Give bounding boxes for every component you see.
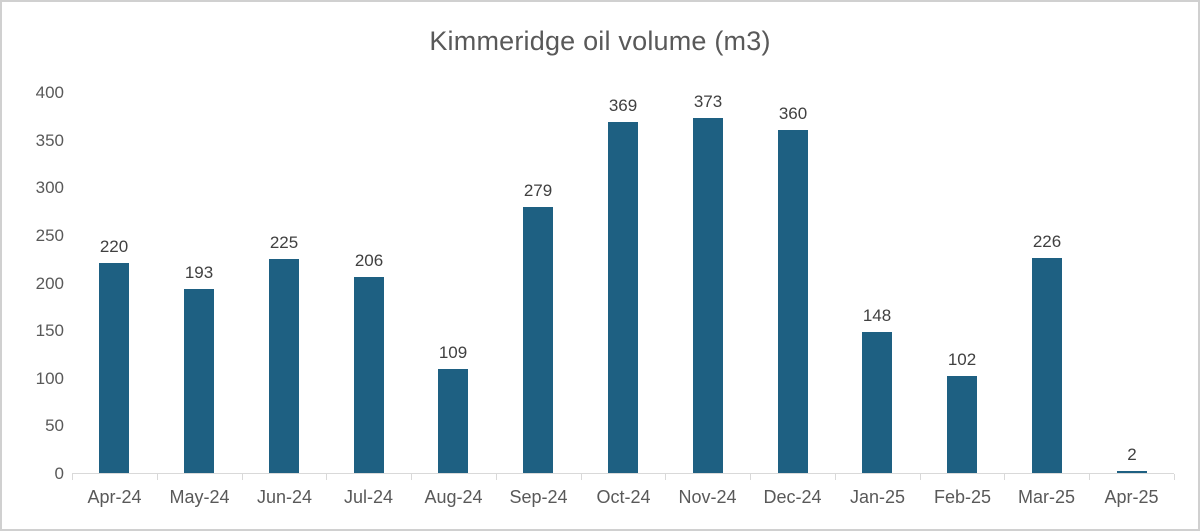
- x-axis-label-Nov-24: Nov-24: [678, 487, 737, 507]
- x-axis-tick: [72, 474, 73, 480]
- bar-Feb-25: [947, 376, 977, 473]
- x-axis-label-May-24: May-24: [169, 487, 230, 507]
- data-label-Nov-24: 373: [693, 92, 723, 111]
- bar-Sep-24: [523, 207, 553, 473]
- data-label-May-24: 193: [184, 263, 214, 282]
- x-axis-tick: [1089, 474, 1090, 480]
- x-axis-tick: [835, 474, 836, 480]
- x-axis-label-Oct-24: Oct-24: [596, 487, 651, 507]
- x-axis-label-Mar-25: Mar-25: [1017, 487, 1075, 507]
- x-axis-label-Apr-25: Apr-25: [1104, 487, 1159, 507]
- data-label-Oct-24: 369: [608, 96, 638, 115]
- y-axis-tick-label: 0: [54, 464, 64, 483]
- x-axis-label-Sep-24: Sep-24: [509, 487, 568, 507]
- data-label-Aug-24: 109: [438, 343, 468, 362]
- x-axis-tick: [411, 474, 412, 480]
- chart-title: Kimmeridge oil volume (m3): [429, 26, 771, 56]
- data-label-Jul-24: 206: [354, 251, 384, 270]
- x-axis-tick: [581, 474, 582, 480]
- y-axis-tick-label: 150: [35, 321, 64, 341]
- bar-Apr-25: [1117, 471, 1147, 473]
- y-axis-tick-label: 200: [35, 273, 64, 293]
- y-axis-tick-label: 350: [35, 130, 64, 150]
- x-axis-label-Jul-24: Jul-24: [343, 487, 394, 507]
- x-axis-tick: [665, 474, 666, 480]
- bar-Nov-24: [693, 118, 723, 473]
- y-axis-tick-label: 250: [35, 225, 64, 245]
- data-label-Jun-24: 225: [269, 233, 299, 252]
- x-axis-label-Feb-25: Feb-25: [933, 487, 992, 507]
- y-axis-tick-label: 300: [35, 178, 64, 198]
- x-axis-tick: [1174, 474, 1175, 480]
- bar-Oct-24: [608, 122, 638, 473]
- x-axis-label-Aug-24: Aug-24: [424, 487, 483, 507]
- data-label-Mar-25: 226: [1032, 232, 1062, 251]
- bar-May-24: [184, 289, 214, 473]
- x-axis-label-Apr-24: Apr-24: [87, 487, 142, 507]
- bar-Apr-24: [99, 263, 129, 473]
- x-axis-label-Dec-24: Dec-24: [763, 487, 822, 507]
- x-axis-tick: [920, 474, 921, 480]
- data-label-Apr-25: 2: [1127, 445, 1137, 464]
- data-label-Jan-25: 148: [862, 306, 892, 325]
- y-axis-tick-label: 400: [35, 83, 64, 102]
- x-axis-tick: [750, 474, 751, 480]
- plot-area: 220 Apr-24 193 May-24 225 Jun-24 206 Jul-24 109 A…: [72, 92, 1175, 507]
- bar-Jul-24: [354, 277, 384, 473]
- y-axis-tick-label: 100: [35, 368, 64, 388]
- bar-Mar-25: [1032, 258, 1062, 473]
- x-axis-tick: [326, 474, 327, 480]
- data-label-Feb-25: 102: [947, 350, 977, 369]
- x-axis-tick: [157, 474, 158, 480]
- y-axis-tick-label: 50: [45, 416, 64, 436]
- x-axis-tick: [242, 474, 243, 480]
- bar-Jan-25: [862, 332, 892, 473]
- x-axis-tick: [496, 474, 497, 480]
- x-axis-tick: [1004, 474, 1005, 480]
- bar-Jun-24: [269, 259, 299, 473]
- bar-Aug-24: [438, 369, 468, 473]
- data-label-Apr-24: 220: [99, 237, 129, 256]
- bar-Dec-24: [778, 130, 808, 473]
- data-label-Dec-24: 360: [778, 104, 808, 123]
- data-label-Sep-24: 279: [523, 181, 553, 200]
- x-axis-label-Jun-24: Jun-24: [256, 487, 313, 507]
- x-axis-label-Jan-25: Jan-25: [849, 487, 906, 507]
